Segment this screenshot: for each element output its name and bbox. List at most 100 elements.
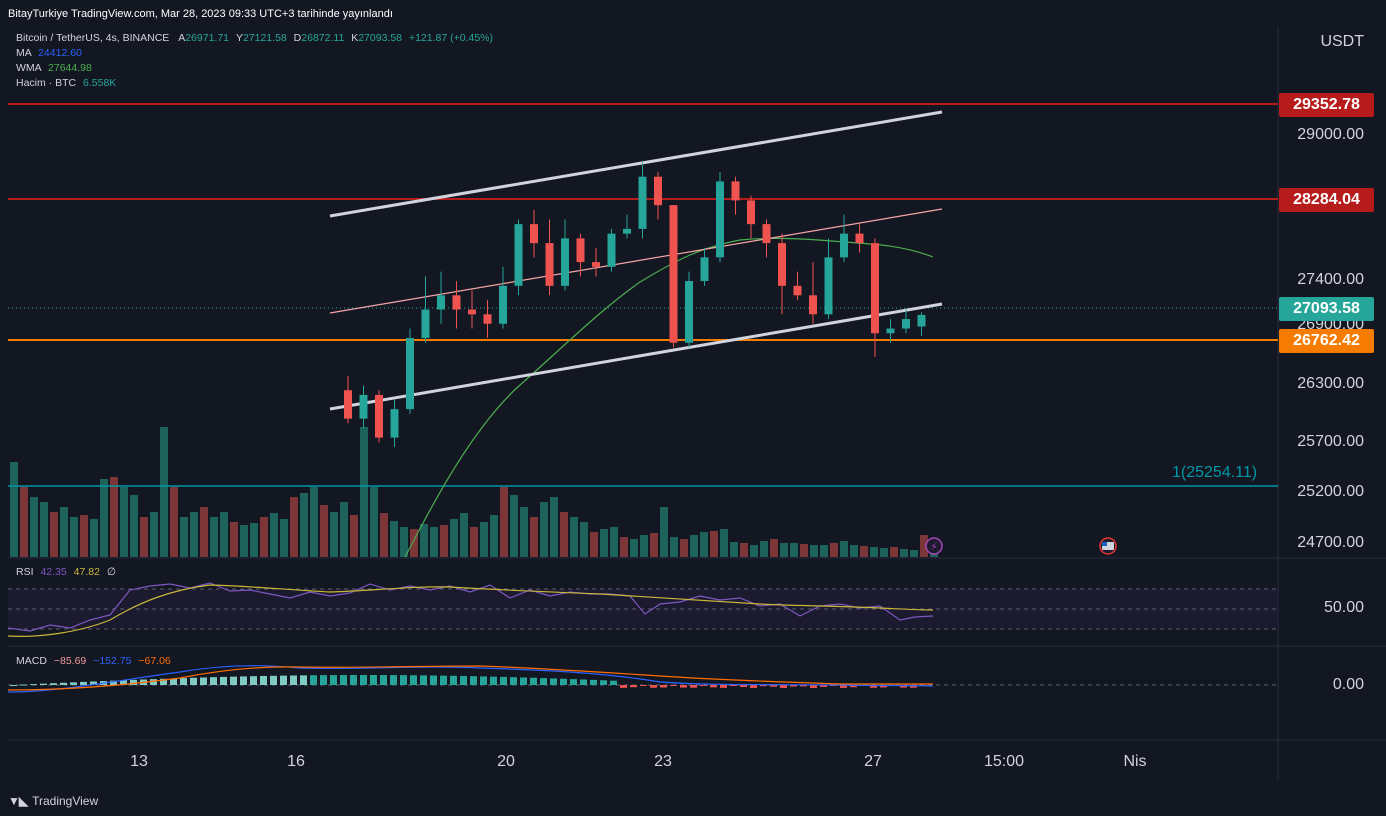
volume-bar [740,543,748,557]
legend-low: 26872.11 [301,32,345,44]
legend-wma-value: 27644.98 [48,62,92,74]
candle-body [747,200,755,225]
candle-body [778,243,786,286]
volume-bar [920,535,928,557]
volume-bar [120,487,128,557]
candle-body [871,243,879,334]
time-tick: 20 [497,753,515,770]
volume-bar [850,545,858,557]
candle-body [809,295,817,315]
volume-bar [440,525,448,557]
candle-body [561,238,569,286]
volume-bar [150,512,158,557]
candle-body [886,328,895,334]
volume-bar [820,545,828,557]
candle-body [855,233,864,244]
macd-hist-bar [510,677,517,685]
candle-body [731,181,740,201]
legend-close-label: K [351,32,359,44]
volume-bar [10,462,18,557]
rsi-ma-value: 47.82 [73,566,100,578]
macd-hist-bar [700,685,707,686]
price-pane [8,26,1278,557]
price-tag-label: 27093.58 [1293,300,1360,317]
volume-bar [60,507,68,557]
macd-hist-bar [80,681,87,685]
macd-hist-bar [20,684,27,686]
price-tick: 24700.00 [1297,534,1364,551]
macd-hist-bar [410,675,417,685]
volume-bar [760,541,768,557]
volume-bar [200,507,208,557]
macd-hist-bar [300,675,307,685]
volume-bar [100,479,108,557]
volume-bar [690,535,698,557]
candle-body [592,262,600,267]
candle-body [623,228,631,234]
macd-line [7,665,934,693]
macd-hist-bar [690,685,697,688]
candle-body [762,224,771,244]
macd-hist-bar [650,685,657,688]
volume-bar [410,529,418,557]
macd-signal-value: −67.06 [138,655,171,667]
volume-bar [860,546,868,557]
volume-bar [840,541,848,557]
candle-body [514,224,523,286]
candle-body [685,281,693,343]
channel-upper-line [329,110,943,218]
legend-ohlc-row: Bitcoin / TetherUS, 4s, BINANCE A26971.7… [16,31,493,46]
macd-hist-bar [910,685,917,688]
macd-label: MACD [16,655,47,667]
volume-bar [480,522,488,557]
volume-bar [280,519,288,557]
volume-bar [350,515,358,557]
volume-bar [30,497,38,557]
legend-high: 27121.58 [242,32,287,44]
volume-bar [560,512,568,557]
macd-hist-bar [320,675,327,685]
macd-hist-bar [550,678,557,685]
macd-hist-bar [130,679,137,685]
volume-bar [450,519,458,557]
macd-hist-bar [450,675,457,685]
volume-bar [570,517,578,557]
volume-bar [240,525,248,557]
legend-close: 27093.58 [358,32,403,44]
volume-bar [660,507,668,557]
macd-hist-bar [640,685,647,686]
price-tick: 29000.00 [1297,126,1364,143]
candle-body [437,295,445,310]
macd-hist-bar [810,685,817,688]
volume-bar [140,517,148,557]
price-tick: 25200.00 [1297,483,1364,500]
macd-hist-bar [340,675,347,685]
candle-body [824,257,833,315]
volume-bar [420,524,428,557]
volume-bar [830,543,838,557]
volume-bar [400,527,408,557]
macd-hist-bar [440,675,447,685]
rsi-tick: 50.00 [1323,599,1364,616]
volume-bar [880,548,888,557]
volume-bar [640,535,648,557]
volume-bar [40,502,48,557]
volume-bar [390,521,398,557]
volume-bar [320,505,328,557]
volume-bar [670,537,678,557]
macd-hist-bar [800,685,807,687]
candle-body [545,243,554,286]
macd-hist-bar [390,675,397,685]
legend-wma-label: WMA [16,62,42,74]
volume-bar [720,529,728,557]
earnings-event-icon[interactable] [925,537,943,555]
macd-hist-bar [150,679,157,685]
volume-bar [180,517,188,557]
legend-ma-row: MA 24412.60 [16,46,493,61]
legend-volume-value: 6.558K [83,77,117,89]
tradingview-logo[interactable]: ▼◣ TradingView [8,794,98,808]
macd-hist-bar [330,675,337,685]
volume-bar [70,517,78,557]
candle-body [483,314,492,324]
